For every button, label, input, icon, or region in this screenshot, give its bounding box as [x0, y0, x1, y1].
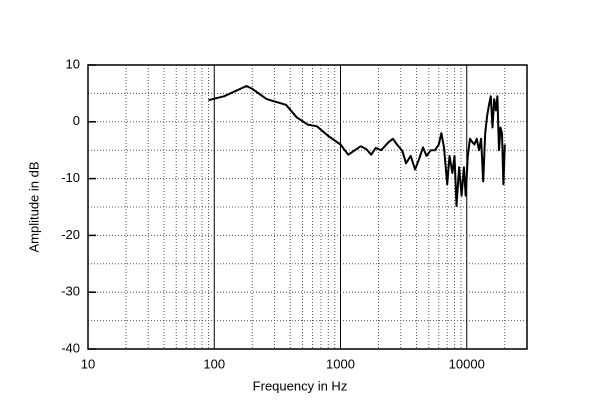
y-tick-label: 10	[66, 56, 80, 71]
plot-frame	[87, 64, 528, 350]
x-tick-label: 10000	[449, 356, 485, 371]
line-series	[208, 85, 506, 207]
y-tick-label: -30	[61, 284, 80, 299]
x-tick-label: 1000	[326, 356, 355, 371]
y-tick-label: -40	[61, 340, 80, 355]
x-tick-label: 100	[203, 356, 225, 371]
y-tick-label: -10	[61, 170, 80, 185]
y-tick-label: 0	[73, 113, 80, 128]
y-tick-label: -20	[61, 227, 80, 242]
y-axis-label: Amplitude in dB	[26, 161, 41, 252]
x-tick-label: 10	[81, 356, 95, 371]
x-axis-label: Frequency in Hz	[253, 378, 348, 393]
